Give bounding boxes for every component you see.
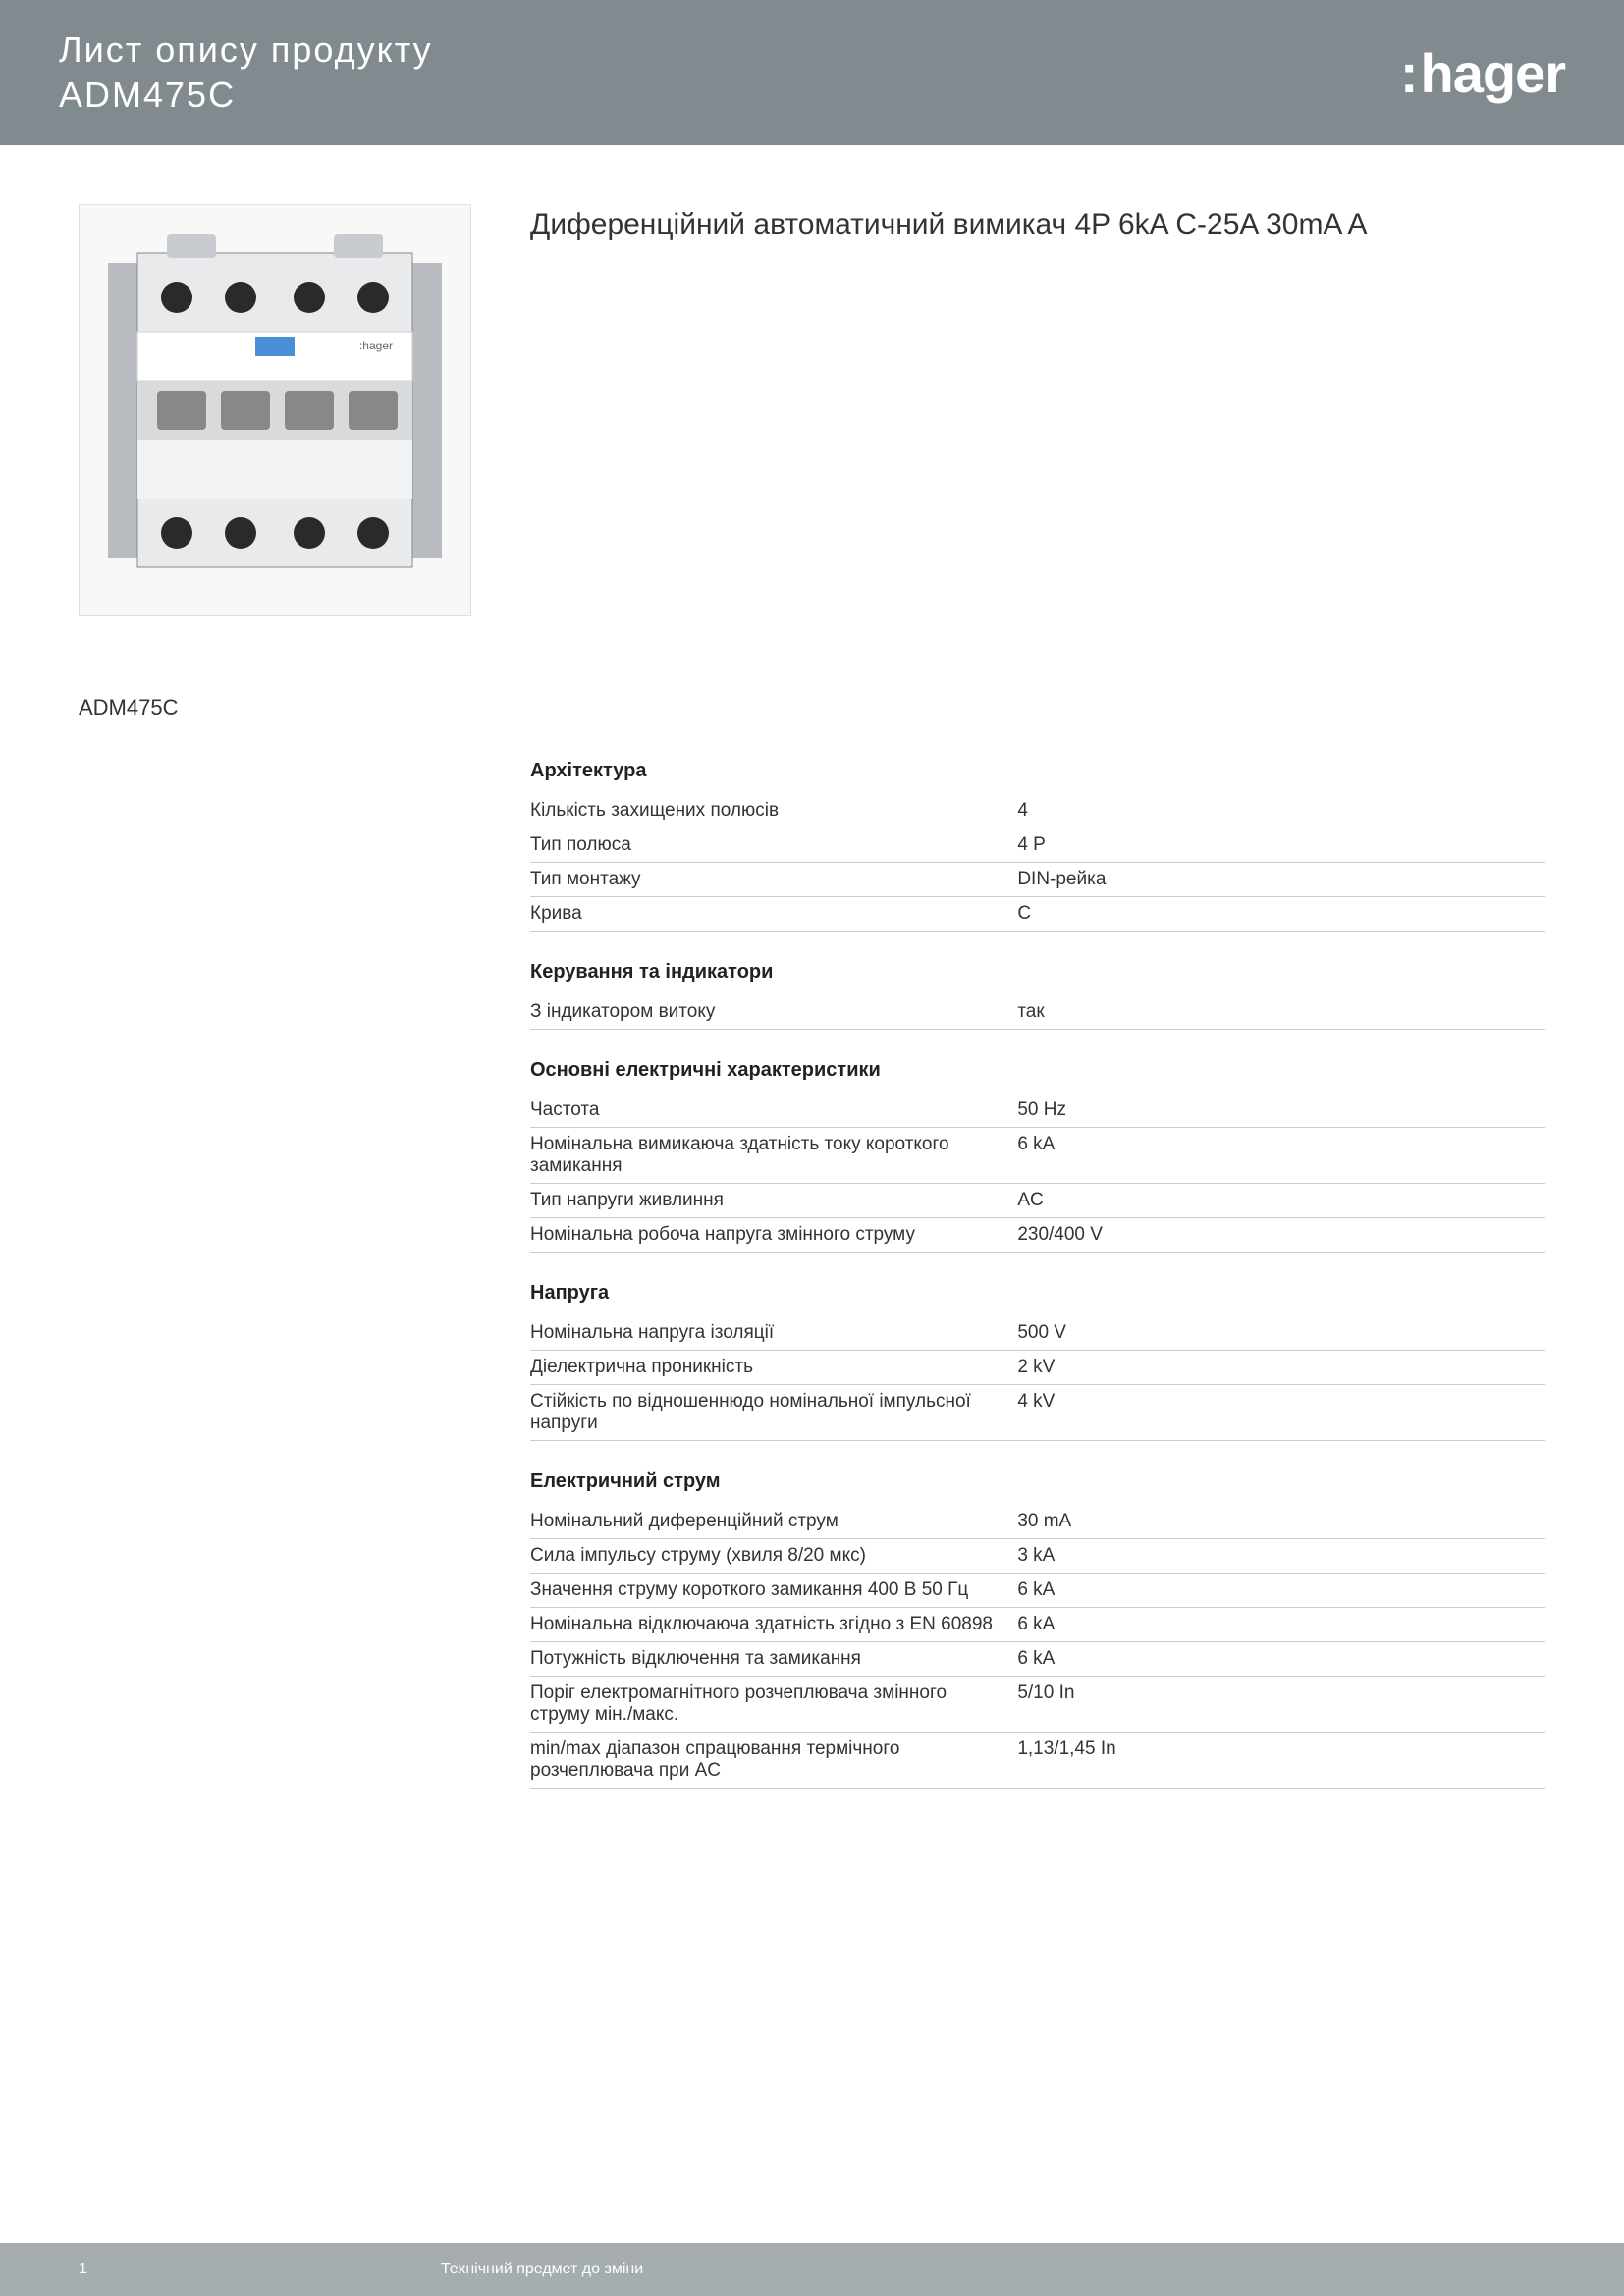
footer-note: Технічний предмет до зміни <box>441 2261 643 2278</box>
spec-label: Номінальна напруга ізоляції <box>530 1316 1017 1351</box>
header-left: Лист опису продукту ADM475C <box>59 29 433 116</box>
table-row: Кількість захищених полюсів4 <box>530 794 1545 828</box>
logo-text: hager <box>1421 41 1566 105</box>
spec-value: 6 kA <box>1017 1642 1545 1677</box>
spec-label: Сила імпульсу струму (хвиля 8/20 мкс) <box>530 1539 1017 1574</box>
spec-value: 6 kA <box>1017 1608 1545 1642</box>
table-row: Номінальна робоча напруга змінного струм… <box>530 1218 1545 1253</box>
spec-value: 4 kV <box>1017 1385 1545 1441</box>
table-row: Діелектрична проникність2 kV <box>530 1351 1545 1385</box>
table-row: Значення струму короткого замикання 400 … <box>530 1574 1545 1608</box>
spec-label: Номінальна відключаюча здатність згідно … <box>530 1608 1017 1642</box>
spec-label: Кількість захищених полюсів <box>530 794 1017 828</box>
top-row: :hager Диференційний автоматичний вимика… <box>79 204 1545 616</box>
spec-label: Номінальна робоча напруга змінного струм… <box>530 1218 1017 1253</box>
table-row: Номінальний диференційний струм30 mA <box>530 1505 1545 1539</box>
spec-label: Тип напруги живлиння <box>530 1184 1017 1218</box>
table-row: З індикатором витокутак <box>530 995 1545 1030</box>
table-row: Номінальна відключаюча здатність згідно … <box>530 1608 1545 1642</box>
table-row: Поріг електромагнітного розчеплювача змі… <box>530 1677 1545 1733</box>
spec-label: Діелектрична проникність <box>530 1351 1017 1385</box>
section-title: Електричний струм <box>530 1470 1545 1493</box>
content-area: :hager Диференційний автоматичний вимика… <box>0 145 1624 1789</box>
spec-value: 2 kV <box>1017 1351 1545 1385</box>
spec-sections: АрхітектураКількість захищених полюсів4Т… <box>530 760 1545 1789</box>
table-row: Номінальна напруга ізоляції500 V <box>530 1316 1545 1351</box>
product-code-header: ADM475C <box>59 75 433 116</box>
table-row: Сила імпульсу струму (хвиля 8/20 мкс)3 k… <box>530 1539 1545 1574</box>
spec-label: min/max діапазон спрацювання термічного … <box>530 1733 1017 1789</box>
svg-text::hager: :hager <box>359 339 393 352</box>
spec-value: 3 kA <box>1017 1539 1545 1574</box>
spec-table: Частота50 HzНомінальна вимикаюча здатніс… <box>530 1094 1545 1253</box>
spec-table: Кількість захищених полюсів4Тип полюса4 … <box>530 794 1545 932</box>
spec-label: Номінальна вимикаюча здатність току коро… <box>530 1128 1017 1184</box>
section-title: Основні електричні характеристики <box>530 1059 1545 1082</box>
spec-label: З індикатором витоку <box>530 995 1017 1030</box>
spec-label: Значення струму короткого замикання 400 … <box>530 1574 1017 1608</box>
section-title: Архітектура <box>530 760 1545 782</box>
product-title: Диференційний автоматичний вимикач 4P 6k… <box>530 204 1367 245</box>
page-title: Лист опису продукту <box>59 29 433 71</box>
brand-logo: :hager <box>1400 41 1565 105</box>
product-image: :hager <box>79 204 471 616</box>
logo-colon-icon: : <box>1400 41 1415 105</box>
spec-value: DIN-рейка <box>1017 863 1545 897</box>
page-header: Лист опису продукту ADM475C :hager <box>0 0 1624 145</box>
spec-label: Потужність відключення та замикання <box>530 1642 1017 1677</box>
spec-value: 30 mA <box>1017 1505 1545 1539</box>
spec-value: 5/10 In <box>1017 1677 1545 1733</box>
spec-label: Стійкість по відношеннюдо номінальної ім… <box>530 1385 1017 1441</box>
table-row: Тип напруги живлинняAC <box>530 1184 1545 1218</box>
spec-value: 6 kA <box>1017 1128 1545 1184</box>
spec-value: 50 Hz <box>1017 1094 1545 1128</box>
spec-label: Номінальний диференційний струм <box>530 1505 1017 1539</box>
spec-value: C <box>1017 897 1545 932</box>
spec-value: 6 kA <box>1017 1574 1545 1608</box>
spec-label: Крива <box>530 897 1017 932</box>
spec-value: так <box>1017 995 1545 1030</box>
table-row: Стійкість по відношеннюдо номінальної ім… <box>530 1385 1545 1441</box>
spec-label: Тип полюса <box>530 828 1017 863</box>
product-title-wrap: Диференційний автоматичний вимикач 4P 6k… <box>530 204 1367 616</box>
table-row: Тип полюса4 P <box>530 828 1545 863</box>
spec-table: Номінальний диференційний струм30 mAСила… <box>530 1505 1545 1789</box>
table-row: Номінальна вимикаюча здатність току коро… <box>530 1128 1545 1184</box>
spec-label: Частота <box>530 1094 1017 1128</box>
page-footer: 1 Технічний предмет до зміни <box>0 2243 1624 2296</box>
table-row: Потужність відключення та замикання6 kA <box>530 1642 1545 1677</box>
spec-table: З індикатором витокутак <box>530 995 1545 1030</box>
spec-value: 230/400 V <box>1017 1218 1545 1253</box>
spec-value: 4 P <box>1017 828 1545 863</box>
section-title: Напруга <box>530 1282 1545 1305</box>
table-row: min/max діапазон спрацювання термічного … <box>530 1733 1545 1789</box>
spec-value: 500 V <box>1017 1316 1545 1351</box>
spec-label: Тип монтажу <box>530 863 1017 897</box>
spec-label: Поріг електромагнітного розчеплювача змі… <box>530 1677 1017 1733</box>
page-number: 1 <box>79 2261 87 2278</box>
breaker-illustration: :hager <box>98 224 452 597</box>
table-row: Тип монтажуDIN-рейка <box>530 863 1545 897</box>
product-code-label: ADM475C <box>79 695 1545 721</box>
spec-value: 1,13/1,45 In <box>1017 1733 1545 1789</box>
spec-value: 4 <box>1017 794 1545 828</box>
spec-table: Номінальна напруга ізоляції500 VДіелектр… <box>530 1316 1545 1441</box>
table-row: Частота50 Hz <box>530 1094 1545 1128</box>
section-title: Керування та індикатори <box>530 961 1545 984</box>
table-row: КриваC <box>530 897 1545 932</box>
spec-value: AC <box>1017 1184 1545 1218</box>
